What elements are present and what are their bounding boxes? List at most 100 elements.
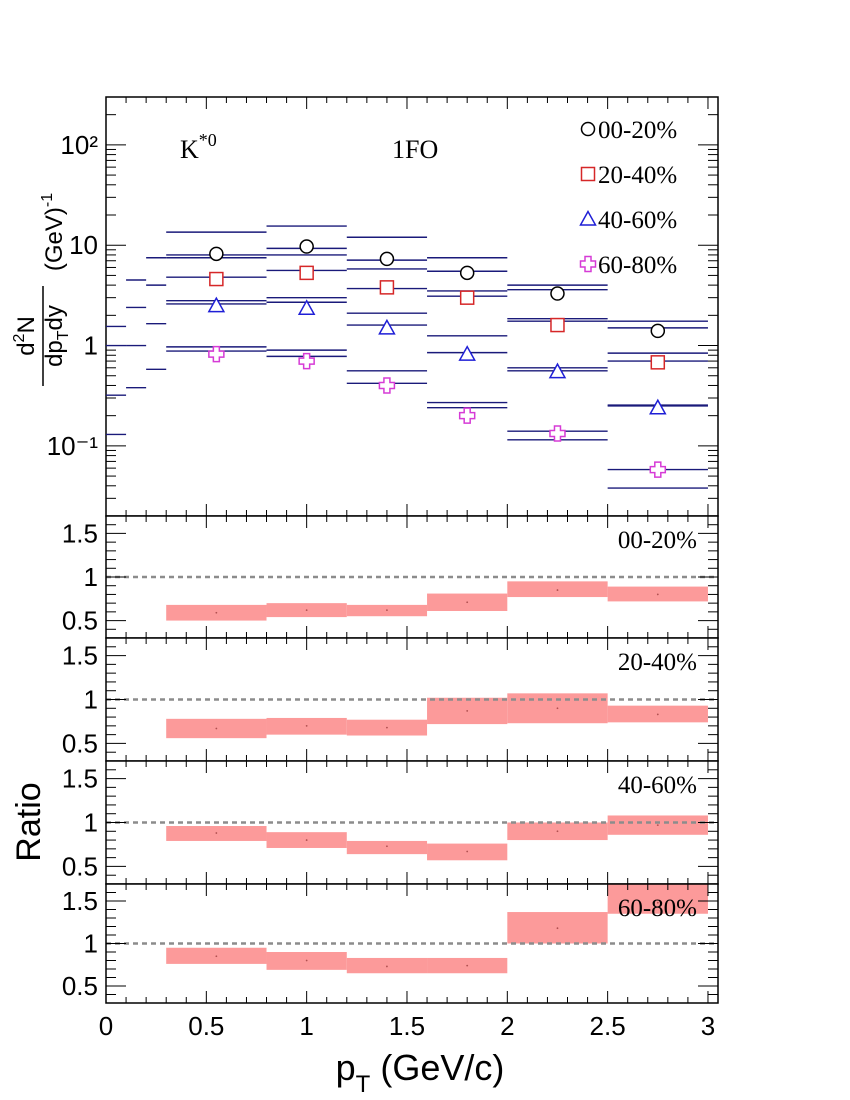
x-axis-title-main: p bbox=[336, 1047, 356, 1088]
marker-square bbox=[209, 271, 224, 287]
marker-triangle bbox=[579, 209, 597, 226]
x-tick-label: 0.5 bbox=[188, 1011, 224, 1041]
x-tick-label: 1 bbox=[299, 1011, 313, 1041]
marker-cross bbox=[208, 345, 225, 363]
y-tick-label: 0.5 bbox=[62, 851, 98, 881]
marker-square bbox=[459, 290, 475, 305]
units-sup: -1 bbox=[39, 193, 56, 207]
marker-triangle bbox=[649, 398, 667, 415]
x-axis-title: pT (GeV/c) bbox=[336, 1047, 505, 1098]
marker-triangle bbox=[378, 318, 396, 335]
ratio-point bbox=[656, 824, 659, 827]
particle-label-superscript: *0 bbox=[199, 130, 217, 150]
marker-triangle bbox=[458, 345, 476, 361]
marker-cross bbox=[649, 461, 667, 478]
x-tick-label: 3 bbox=[701, 1011, 715, 1041]
ratio-point bbox=[305, 959, 308, 962]
marker-square bbox=[580, 166, 596, 182]
ratio-point bbox=[556, 589, 559, 591]
legend-entry-label: 40-60% bbox=[598, 207, 677, 234]
ratio-point bbox=[556, 830, 559, 833]
marker-square bbox=[650, 355, 666, 370]
marker-square bbox=[299, 265, 314, 281]
denominator-sub: T bbox=[55, 330, 72, 340]
marker-circle bbox=[550, 286, 565, 301]
model-label: 1FO bbox=[392, 135, 438, 164]
axis-titles: pT (GeV/c) Ratio d2N dpTdy (GeV)-1 bbox=[10, 193, 504, 1098]
ratio-axis-title: Ratio bbox=[10, 782, 48, 861]
x-tick-label: 2.5 bbox=[590, 1011, 626, 1041]
y-tick-label: 0.5 bbox=[62, 971, 98, 1001]
marker-cross bbox=[298, 352, 315, 370]
marker-circle bbox=[459, 265, 475, 281]
ratio-panels: 0.511.5 00-20%0.511.5 20-40%0.511.5 40-60%0… bbox=[62, 515, 719, 1041]
marker-circle bbox=[650, 323, 666, 339]
numerator-n: N bbox=[13, 316, 40, 333]
ratio-panel-40-60%: 0.5 1 1.5 40-60% bbox=[62, 760, 719, 885]
ratio-point bbox=[556, 707, 559, 710]
legend-entry-label: 20-40% bbox=[598, 162, 677, 189]
ratio-point bbox=[305, 724, 308, 727]
ratio-band bbox=[346, 840, 428, 855]
spectra-axis-numerator: d2N bbox=[11, 316, 40, 356]
particle-label: K*0 bbox=[180, 130, 217, 164]
ratio-point bbox=[386, 726, 388, 729]
y-tick-label: 1 bbox=[84, 562, 98, 592]
marker-cross bbox=[579, 255, 597, 273]
marker-circle bbox=[209, 246, 224, 262]
spectra-panel: 10⁻¹ 1 10 10² 00-20% 20-40% 40-60% 60-80% K*0 1FO bbox=[47, 96, 719, 517]
x-axis-title-sub: T bbox=[356, 1071, 371, 1098]
ratio-point bbox=[656, 593, 659, 596]
y-tick-label: 1 bbox=[84, 685, 98, 715]
ratio-panel-20-40%: 0.5 1 1.5 20-40% bbox=[62, 637, 719, 762]
ratio-point bbox=[386, 845, 388, 848]
ratio-panel-00-20%: 0.5 1 1.5 00-20% bbox=[62, 515, 719, 639]
ratio-frame bbox=[105, 883, 719, 1004]
y-tick-label: 1 bbox=[84, 929, 98, 959]
y-tick-label: 10⁻¹ bbox=[47, 431, 99, 461]
ratio-point bbox=[305, 839, 308, 841]
ratio-point bbox=[656, 901, 659, 904]
marker-triangle bbox=[207, 296, 226, 313]
denominator-dp: dp bbox=[41, 340, 68, 367]
ratio-point bbox=[466, 964, 469, 967]
spectra-axis-denominator: dpTdy bbox=[41, 305, 72, 367]
y-tick-label: 1.5 bbox=[62, 641, 98, 671]
y-tick-label: 10 bbox=[69, 230, 98, 260]
marker-cross bbox=[549, 425, 566, 442]
marker-triangle bbox=[548, 362, 567, 379]
ratio-point bbox=[305, 609, 308, 612]
ratio-panel-label: 20-40% bbox=[618, 649, 697, 676]
numerator-sup: 2 bbox=[11, 333, 28, 342]
ratio-point bbox=[215, 611, 218, 614]
units-main: (GeV) bbox=[41, 207, 68, 271]
ratio-point bbox=[466, 601, 469, 604]
ratio-point bbox=[466, 710, 469, 712]
ratio-point bbox=[386, 609, 388, 612]
ratio-point bbox=[656, 713, 659, 716]
ratio-point bbox=[466, 850, 469, 853]
ratio-point bbox=[556, 927, 559, 930]
ratio-panel-label: 00-20% bbox=[618, 527, 697, 554]
marker-square bbox=[379, 280, 395, 295]
ratio-band bbox=[607, 884, 708, 914]
denominator-dy: dy bbox=[41, 305, 68, 330]
ratio-point bbox=[215, 832, 218, 834]
marker-triangle bbox=[297, 299, 316, 316]
x-tick-label: 1.5 bbox=[389, 1011, 425, 1041]
ratio-panel-60-80%: 0.511.50 0.5 1 1.5 2 2.5 360-80% bbox=[62, 883, 719, 1041]
y-tick-label: 0.5 bbox=[62, 728, 98, 758]
y-tick-label: 1.5 bbox=[62, 518, 98, 548]
x-tick-label: 0 bbox=[99, 1011, 113, 1041]
marker-circle bbox=[299, 239, 314, 254]
marker-circle bbox=[379, 251, 395, 267]
spectra-axis-title: d2N dpTdy (GeV)-1 bbox=[11, 193, 72, 386]
ratio-point bbox=[386, 965, 388, 968]
marker-cross bbox=[378, 377, 396, 394]
y-tick-label: 1.5 bbox=[62, 764, 98, 794]
y-tick-label: 0.5 bbox=[62, 606, 98, 636]
y-tick-label: 1 bbox=[84, 808, 98, 838]
x-tick-label: 2 bbox=[500, 1011, 514, 1041]
legend-entry-label: 60-80% bbox=[598, 252, 677, 279]
